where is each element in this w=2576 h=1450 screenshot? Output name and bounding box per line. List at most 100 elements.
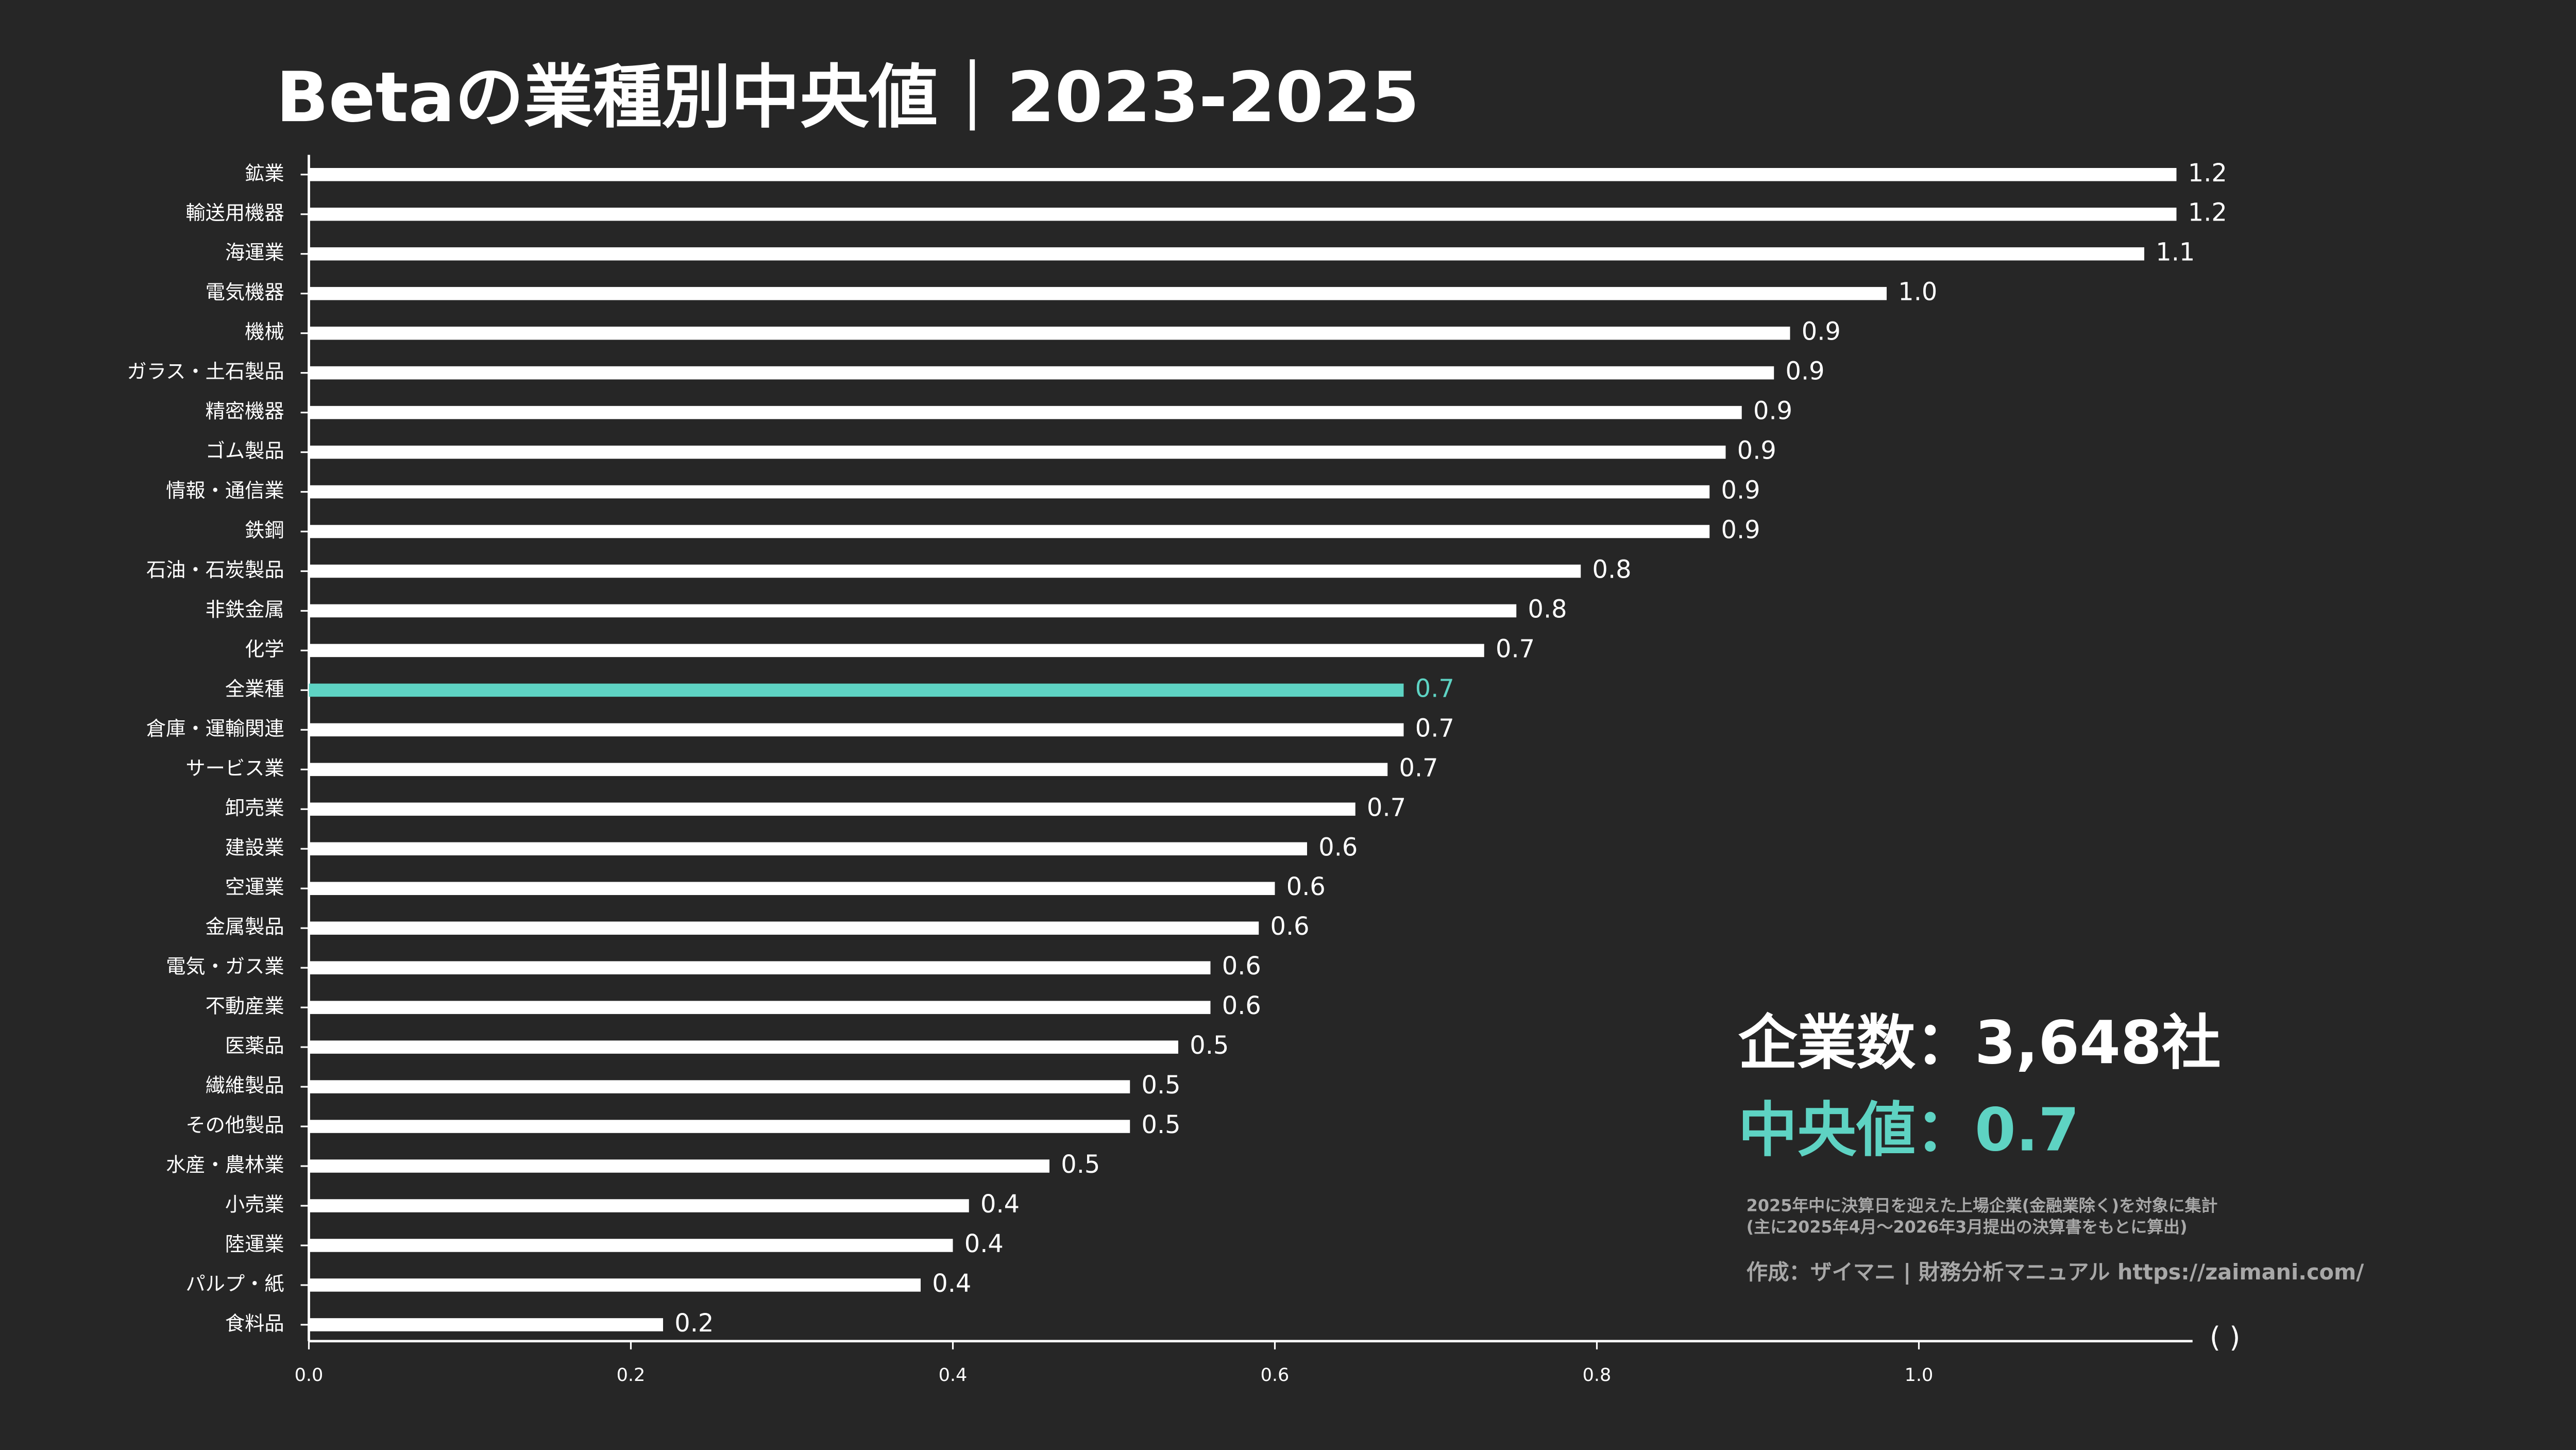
bar: [309, 1040, 1178, 1054]
y-tick-label: 機械: [245, 321, 284, 344]
value-label: 0.8: [1528, 595, 1567, 623]
y-tick-label: 化学: [245, 638, 284, 661]
value-label: 0.7: [1399, 754, 1438, 782]
bar: [309, 921, 1259, 935]
bar: [309, 406, 1742, 419]
bar: [309, 366, 1774, 380]
y-tick-label: 小売業: [225, 1193, 284, 1216]
y-tick-label: 石油・石炭製品: [146, 559, 284, 582]
value-label: 1.0: [1898, 278, 1937, 307]
bar: [309, 604, 1517, 618]
x-axis-label: ( ): [2210, 1321, 2241, 1354]
bar: [309, 1120, 1130, 1133]
bar: [309, 326, 1790, 340]
y-tick-label: 電気機器: [206, 281, 284, 304]
value-label: 0.7: [1367, 794, 1406, 822]
bar: [309, 882, 1275, 895]
footnote: (主に2025年4月～2026年3月提出の決算書をもとに算出): [1747, 1217, 2188, 1237]
value-label: 0.9: [1802, 318, 1841, 346]
bar: [309, 1318, 663, 1331]
value-label: 0.4: [932, 1270, 971, 1298]
value-label: 0.7: [1496, 635, 1535, 663]
value-label: 0.8: [1592, 555, 1632, 584]
value-label: 0.6: [1222, 992, 1261, 1020]
bar: [309, 247, 2144, 261]
bar: [309, 168, 2177, 181]
y-tick-label: 空運業: [225, 876, 284, 899]
bar: [309, 445, 1726, 459]
y-tick-label: 鉱業: [245, 162, 284, 185]
bar: [309, 207, 2177, 221]
y-tick-label: 海運業: [225, 241, 284, 264]
x-tick-label: 0.6: [1261, 1364, 1290, 1386]
bar: [309, 723, 1404, 737]
value-label: 1.1: [2156, 239, 2195, 267]
y-tick-label: 不動産業: [206, 995, 284, 1018]
y-tick-label: 繊維製品: [206, 1074, 284, 1098]
value-label: 0.9: [1786, 358, 1825, 386]
bar: [309, 683, 1404, 697]
value-label: 0.6: [1318, 833, 1358, 862]
bar: [309, 842, 1307, 856]
bar: [309, 1001, 1211, 1014]
bar: [309, 802, 1355, 816]
value-label: 0.7: [1415, 675, 1454, 703]
median-note: 中央値：0.7: [1738, 1095, 2079, 1165]
value-label: 0.7: [1415, 714, 1454, 743]
y-tick-label: 医薬品: [225, 1035, 284, 1058]
value-label: 0.4: [964, 1230, 1004, 1258]
y-tick-label: 食料品: [225, 1312, 284, 1335]
bar: [309, 1278, 921, 1292]
value-label: 0.9: [1721, 516, 1760, 544]
y-tick-label: その他製品: [185, 1114, 284, 1137]
footnote: 2025年中に決算日を迎えた上場企業(金融業除く)を対象に集計: [1747, 1195, 2218, 1215]
y-tick-label: 情報・通信業: [166, 479, 284, 502]
value-label: 0.6: [1222, 952, 1261, 981]
bar: [309, 1080, 1130, 1093]
bar: [309, 525, 1710, 538]
bar: [309, 1239, 953, 1252]
y-tick-label: 水産・農林業: [166, 1154, 284, 1177]
y-tick-label: 全業種: [225, 678, 284, 701]
x-tick-label: 1.0: [1905, 1364, 1934, 1386]
bar: [309, 1159, 1049, 1173]
value-label: 1.2: [2188, 199, 2227, 227]
y-tick-label: 非鉄金属: [206, 598, 284, 621]
value-label: 0.5: [1190, 1032, 1229, 1060]
y-tick-label: 鉄鋼: [245, 519, 284, 542]
count-note: 企業数：3,648社: [1738, 1008, 2221, 1077]
y-tick-label: サービス業: [185, 757, 284, 780]
bar: [309, 644, 1484, 657]
value-label: 0.4: [980, 1190, 1020, 1219]
y-tick-label: 卸売業: [225, 797, 284, 820]
value-label: 1.2: [2188, 159, 2227, 188]
y-tick-label: ゴム製品: [206, 440, 284, 463]
y-tick-label: 精密機器: [206, 400, 284, 423]
chart-title: Betaの業種別中央値｜2023-2025: [276, 57, 1419, 138]
bar: [309, 485, 1710, 499]
bar: [309, 763, 1388, 777]
bar: [309, 564, 1581, 578]
value-label: 0.6: [1270, 913, 1310, 941]
y-tick-label: ガラス・土石製品: [127, 360, 284, 383]
value-label: 0.5: [1142, 1071, 1181, 1100]
bar: [309, 1199, 969, 1212]
value-label: 0.5: [1061, 1151, 1100, 1179]
value-label: 0.6: [1286, 873, 1326, 901]
y-tick-label: 倉庫・運輸関連: [146, 717, 284, 740]
value-label: 0.9: [1753, 397, 1792, 426]
x-tick-label: 0.4: [939, 1364, 968, 1386]
bar: [309, 961, 1211, 974]
credit: 作成：ザイマニ | 財務分析マニュアル https://zaimani.com/: [1747, 1260, 2365, 1285]
x-tick-label: 0.2: [617, 1364, 646, 1386]
x-tick-label: 0.0: [295, 1364, 324, 1386]
y-tick-label: 電気・ガス業: [166, 955, 284, 979]
y-tick-label: パルプ・紙: [185, 1272, 284, 1295]
y-tick-label: 陸運業: [225, 1233, 284, 1256]
y-tick-label: 金属製品: [206, 916, 284, 939]
x-tick-label: 0.8: [1583, 1364, 1612, 1386]
value-label: 0.9: [1737, 437, 1776, 465]
value-label: 0.9: [1721, 477, 1760, 505]
